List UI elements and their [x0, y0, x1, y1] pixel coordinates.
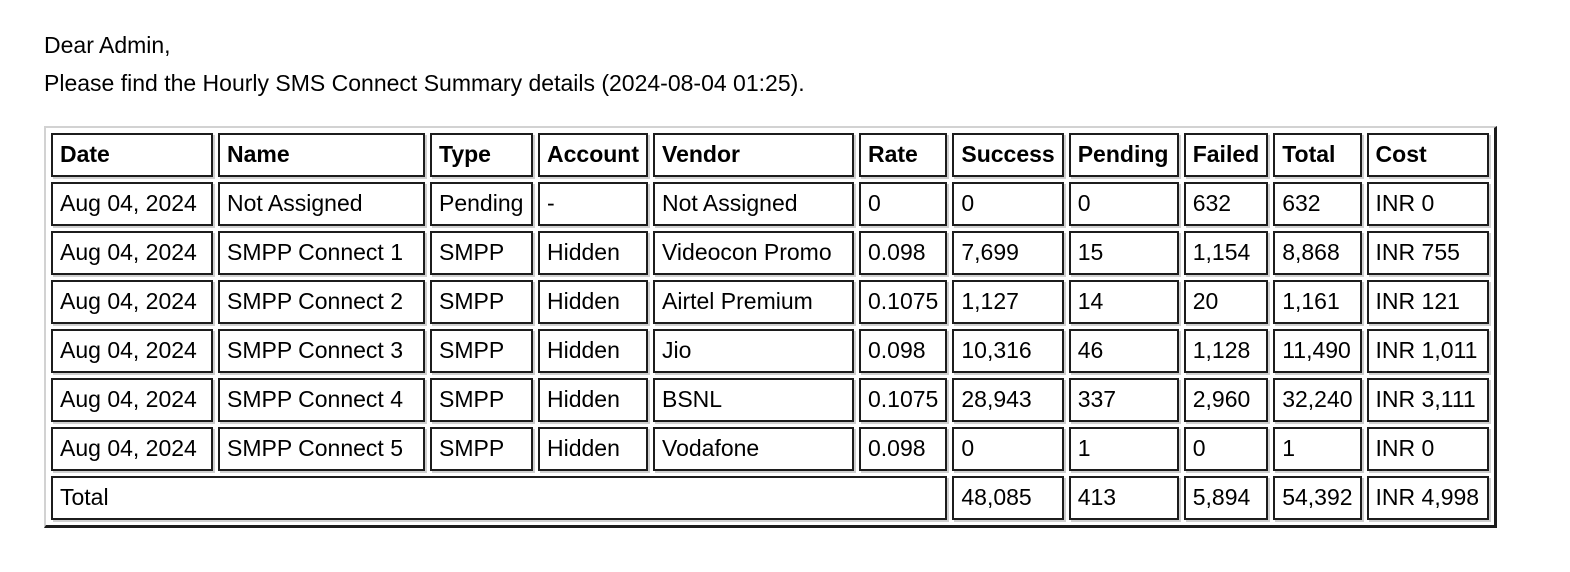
cell-cost: INR 755 — [1366, 231, 1489, 275]
cell-pending: 0 — [1068, 182, 1179, 226]
cell-failed: 20 — [1183, 280, 1269, 324]
cell-name: SMPP Connect 5 — [218, 427, 425, 471]
cell-date: Aug 04, 2024 — [51, 231, 213, 275]
cell-pending: 1 — [1068, 427, 1179, 471]
header-row: Date Name Type Account Vendor Rate Success Pend… — [51, 133, 1489, 177]
cell-pending: 337 — [1068, 378, 1179, 422]
total-pending: 413 — [1068, 476, 1179, 520]
cell-cost: INR 121 — [1366, 280, 1489, 324]
cell-success: 1,127 — [952, 280, 1064, 324]
cell-success: 7,699 — [952, 231, 1064, 275]
cell-account: Hidden — [538, 378, 648, 422]
cell-type: SMPP — [430, 329, 533, 373]
cell-date: Aug 04, 2024 — [51, 427, 213, 471]
column-header-rate: Rate — [859, 133, 948, 177]
cell-vendor: Jio — [653, 329, 854, 373]
cell-total: 632 — [1273, 182, 1362, 226]
cell-pending: 46 — [1068, 329, 1179, 373]
cell-name: SMPP Connect 4 — [218, 378, 425, 422]
table-row: Aug 04, 2024 SMPP Connect 3 SMPP Hidden Jio 0… — [51, 329, 1489, 373]
cell-vendor: Not Assigned — [653, 182, 854, 226]
column-header-pending: Pending — [1068, 133, 1179, 177]
cell-vendor: BSNL — [653, 378, 854, 422]
cell-total: 11,490 — [1273, 329, 1362, 373]
cell-date: Aug 04, 2024 — [51, 182, 213, 226]
cell-account: Hidden — [538, 329, 648, 373]
column-header-vendor: Vendor — [653, 133, 854, 177]
cell-total: 1 — [1273, 427, 1362, 471]
cell-failed: 1,154 — [1183, 231, 1269, 275]
total-row: Total 48,085 413 5,894 54,392 INR 4,998 — [51, 476, 1489, 520]
column-header-success: Success — [952, 133, 1064, 177]
cell-success: 10,316 — [952, 329, 1064, 373]
intro: Please find the Hourly SMS Connect Summa… — [44, 70, 805, 96]
cell-cost: INR 1,011 — [1366, 329, 1489, 373]
greeting: Dear Admin, — [44, 32, 171, 58]
total-total: 54,392 — [1273, 476, 1362, 520]
table-row: Aug 04, 2024 SMPP Connect 4 SMPP Hidden BSNL… — [51, 378, 1489, 422]
cell-rate: 0.098 — [859, 329, 948, 373]
cell-name: SMPP Connect 1 — [218, 231, 425, 275]
total-success: 48,085 — [952, 476, 1064, 520]
cell-success: 28,943 — [952, 378, 1064, 422]
table-row: Aug 04, 2024 SMPP Connect 1 SMPP Hidden Vide… — [51, 231, 1489, 275]
cell-pending: 14 — [1068, 280, 1179, 324]
cell-name: SMPP Connect 3 — [218, 329, 425, 373]
sms-summary-table: Date Name Type Account Vendor Rate Success Pend… — [44, 126, 1497, 528]
cell-date: Aug 04, 2024 — [51, 378, 213, 422]
cell-account: Hidden — [538, 231, 648, 275]
table-row: Aug 04, 2024 SMPP Connect 2 SMPP Hidden Airt… — [51, 280, 1489, 324]
cell-rate: 0.1075 — [859, 280, 948, 324]
cell-vendor: Vodafone — [653, 427, 854, 471]
cell-name: Not Assigned — [218, 182, 425, 226]
cell-cost: INR 0 — [1366, 427, 1489, 471]
cell-cost: INR 3,111 — [1366, 378, 1489, 422]
cell-type: Pending — [430, 182, 533, 226]
cell-failed: 2,960 — [1183, 378, 1269, 422]
cell-rate: 0.1075 — [859, 378, 948, 422]
cell-total: 32,240 — [1273, 378, 1362, 422]
cell-date: Aug 04, 2024 — [51, 329, 213, 373]
column-header-type: Type — [430, 133, 533, 177]
cell-type: SMPP — [430, 231, 533, 275]
cell-pending: 15 — [1068, 231, 1179, 275]
table-row: Aug 04, 2024 SMPP Connect 5 SMPP Hidden Voda… — [51, 427, 1489, 471]
column-header-name: Name — [218, 133, 425, 177]
cell-failed: 1,128 — [1183, 329, 1269, 373]
column-header-total: Total — [1273, 133, 1362, 177]
cell-rate: 0.098 — [859, 231, 948, 275]
cell-type: SMPP — [430, 280, 533, 324]
cell-total: 1,161 — [1273, 280, 1362, 324]
cell-success: 0 — [952, 182, 1064, 226]
column-header-cost: Cost — [1366, 133, 1489, 177]
cell-name: SMPP Connect 2 — [218, 280, 425, 324]
cell-date: Aug 04, 2024 — [51, 280, 213, 324]
column-header-account: Account — [538, 133, 648, 177]
table-row: Aug 04, 2024 Not Assigned Pending - Not Assi… — [51, 182, 1489, 226]
cell-failed: 632 — [1183, 182, 1269, 226]
total-cost: INR 4,998 — [1366, 476, 1489, 520]
column-header-failed: Failed — [1183, 133, 1269, 177]
total-label: Total — [51, 476, 948, 520]
cell-total: 8,868 — [1273, 231, 1362, 275]
cell-account: - — [538, 182, 648, 226]
cell-success: 0 — [952, 427, 1064, 471]
cell-failed: 0 — [1183, 427, 1269, 471]
cell-account: Hidden — [538, 280, 648, 324]
cell-vendor: Airtel Premium — [653, 280, 854, 324]
cell-type: SMPP — [430, 427, 533, 471]
cell-rate: 0.098 — [859, 427, 948, 471]
cell-type: SMPP — [430, 378, 533, 422]
cell-vendor: Videocon Promo — [653, 231, 854, 275]
cell-cost: INR 0 — [1366, 182, 1489, 226]
cell-account: Hidden — [538, 427, 648, 471]
cell-rate: 0 — [859, 182, 948, 226]
total-failed: 5,894 — [1183, 476, 1269, 520]
column-header-date: Date — [51, 133, 213, 177]
